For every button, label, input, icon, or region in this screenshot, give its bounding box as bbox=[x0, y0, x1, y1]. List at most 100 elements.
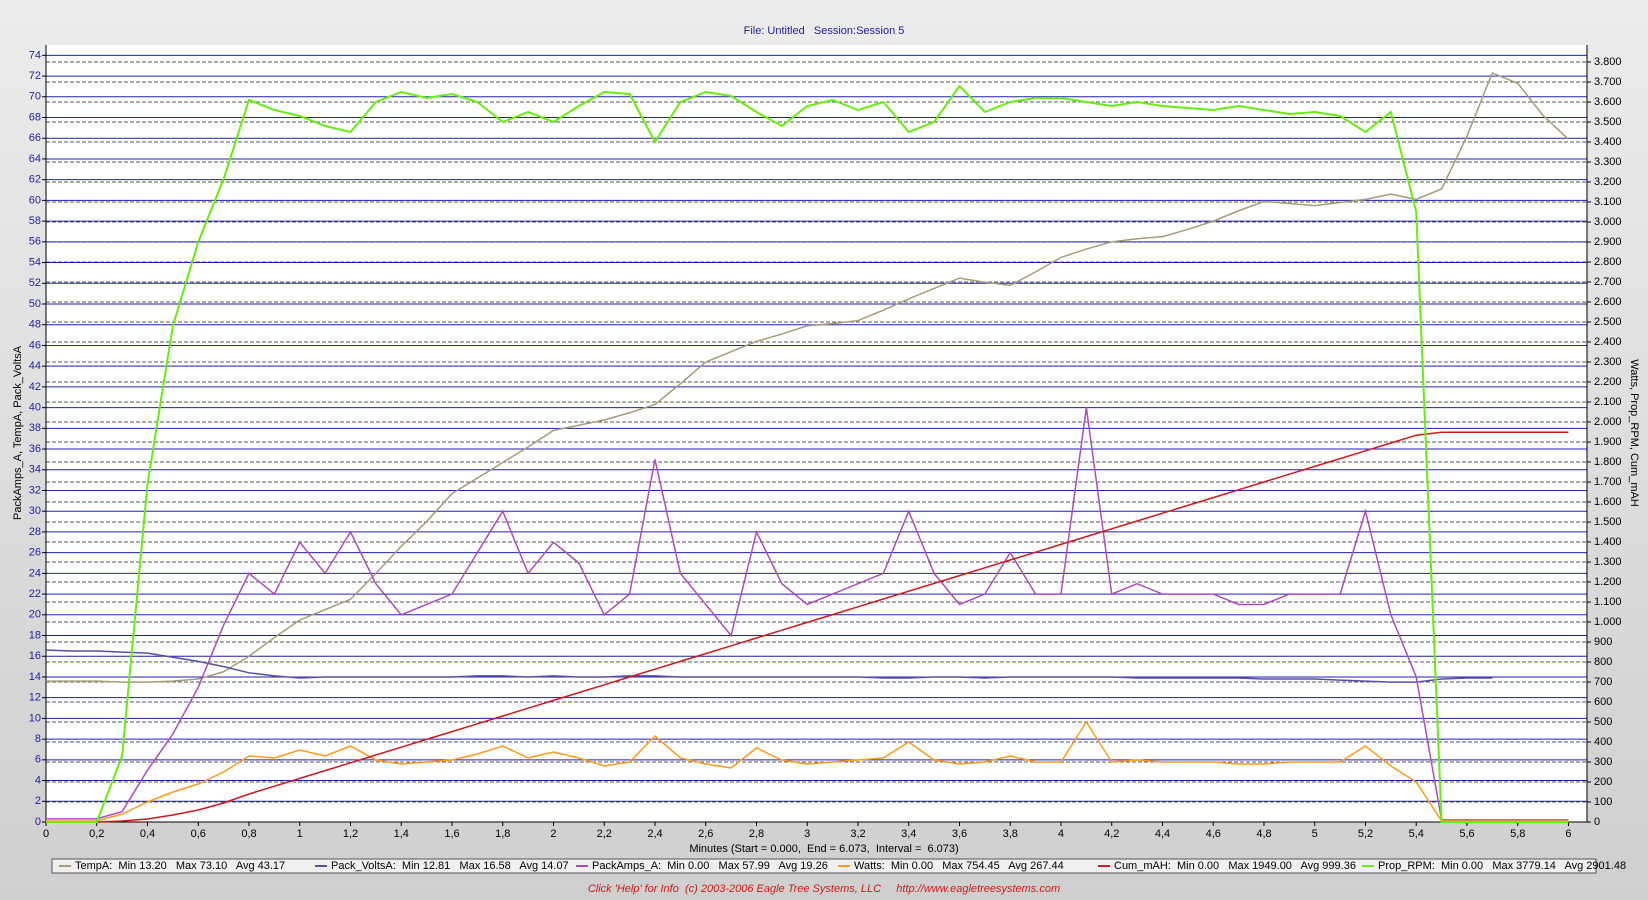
y-axis-label: PackAmps_A, TempA, Pack_VoltsA bbox=[12, 345, 24, 520]
y-tick-label: 18 bbox=[29, 629, 41, 641]
series-line bbox=[46, 84, 1569, 823]
y-tick-label: 20 bbox=[29, 609, 41, 621]
series-line bbox=[46, 71, 1569, 683]
y2-tick-label: 1.100 bbox=[1594, 596, 1622, 608]
y-tick-label: 56 bbox=[29, 236, 41, 248]
y-tick-label: 40 bbox=[29, 402, 41, 414]
x-tick-label: 2,8 bbox=[749, 828, 764, 840]
footer: Click 'Help' for Info (c) 2003-2006 Eagl… bbox=[588, 883, 1060, 895]
y2-tick-label: 1.200 bbox=[1594, 576, 1622, 588]
legend-name: PackAmps_A bbox=[592, 860, 659, 872]
x-tick-label: 1,8 bbox=[495, 828, 510, 840]
y-tick-label: 14 bbox=[29, 671, 41, 683]
y-tick-label: 58 bbox=[29, 215, 41, 227]
x-tick-label: 0,2 bbox=[89, 828, 104, 840]
x-tick-label: 3,2 bbox=[850, 828, 865, 840]
y2-tick-label: 3.500 bbox=[1594, 116, 1622, 128]
legend-name: Pack_VoltsA bbox=[331, 860, 393, 872]
x-tick-label: 6 bbox=[1565, 828, 1571, 840]
y2-tick-label: 1.400 bbox=[1594, 536, 1622, 548]
legend-entry: Pack_VoltsA: Min 12.81 Max 16.58 Avg 14.… bbox=[331, 860, 569, 872]
y-tick-label: 46 bbox=[29, 339, 41, 351]
legend-name: Cum_mAH bbox=[1114, 860, 1168, 872]
y2-tick-label: 800 bbox=[1594, 656, 1612, 668]
y2-tick-label: 100 bbox=[1594, 796, 1612, 808]
series-line bbox=[46, 720, 1569, 822]
y-tick-label: 50 bbox=[29, 298, 41, 310]
y2-tick-label: 3.600 bbox=[1594, 96, 1622, 108]
x-tick-label: 3 bbox=[804, 828, 810, 840]
legend-entry: PackAmps_A: Min 0.00 Max 57.99 Avg 19.26 bbox=[592, 860, 828, 872]
y-tick-label: 24 bbox=[29, 567, 41, 579]
y-tick-label: 28 bbox=[29, 526, 41, 538]
y-tick-label: 68 bbox=[29, 111, 41, 123]
y2-tick-label: 2.100 bbox=[1594, 396, 1622, 408]
y-tick-label: 30 bbox=[29, 505, 41, 517]
y-tick-label: 62 bbox=[29, 174, 41, 186]
y2-tick-label: 3.400 bbox=[1594, 136, 1622, 148]
y-tick-label: 64 bbox=[29, 153, 41, 165]
series-line bbox=[46, 431, 1569, 823]
x-tick-label: 4 bbox=[1058, 828, 1064, 840]
x-tick-label: 4,6 bbox=[1206, 828, 1221, 840]
y2-tick-label: 900 bbox=[1594, 636, 1612, 648]
legend-entry: TempA: Min 13.20 Max 73.10 Avg 43.17 bbox=[75, 860, 285, 872]
plot-area bbox=[46, 45, 1587, 822]
y-tick-label: 72 bbox=[29, 70, 41, 82]
y-tick-label: 10 bbox=[29, 712, 41, 724]
y2-tick-label: 1.000 bbox=[1594, 616, 1622, 628]
y2-tick-label: 3.000 bbox=[1594, 216, 1622, 228]
y-tick-label: 2 bbox=[35, 795, 41, 807]
y2-tick-label: 2.200 bbox=[1594, 376, 1622, 388]
y-tick-label: 44 bbox=[29, 360, 41, 372]
x-tick-label: 4,8 bbox=[1256, 828, 1271, 840]
y-tick-label: 36 bbox=[29, 443, 41, 455]
x-tick-label: 3,4 bbox=[901, 828, 916, 840]
legend-stats: : Min 12.81 Max 16.58 Avg 14.07 bbox=[393, 860, 569, 872]
legend-name: Prop_RPM bbox=[1378, 860, 1432, 872]
y2-tick-label: 3.800 bbox=[1594, 56, 1622, 68]
y2-tick-label: 3.200 bbox=[1594, 176, 1622, 188]
y-tick-label: 70 bbox=[29, 91, 41, 103]
legend-box bbox=[51, 858, 1597, 874]
y-tick-label: 38 bbox=[29, 422, 41, 434]
x-tick-label: 3,6 bbox=[952, 828, 967, 840]
y2-tick-label: 3.700 bbox=[1594, 76, 1622, 88]
series-line bbox=[45, 649, 1493, 683]
y2-tick-label: 1.500 bbox=[1594, 516, 1622, 528]
x-tick-label: 4,4 bbox=[1155, 828, 1170, 840]
legend-name: Watts bbox=[854, 860, 882, 872]
x-tick-label: 0 bbox=[43, 828, 49, 840]
legend-stats: : Min 0.00 Max 3779.14 Avg 2901.48 bbox=[1432, 860, 1626, 872]
y-tick-label: 12 bbox=[29, 692, 41, 704]
legend-stats: : Min 13.20 Max 73.10 Avg 43.17 bbox=[109, 860, 285, 872]
y2-tick-label: 200 bbox=[1594, 776, 1612, 788]
x-tick-label: 5 bbox=[1312, 828, 1318, 840]
x-tick-label: 2 bbox=[550, 828, 556, 840]
x-tick-label: 1,4 bbox=[394, 828, 409, 840]
y2-tick-label: 400 bbox=[1594, 736, 1612, 748]
legend-stats: : Min 0.00 Max 754.45 Avg 267.44 bbox=[882, 860, 1064, 872]
y2-tick-label: 2.600 bbox=[1594, 296, 1622, 308]
y2-tick-label: 0 bbox=[1594, 816, 1600, 828]
legend-stats: : Min 0.00 Max 57.99 Avg 19.26 bbox=[658, 860, 828, 872]
y-tick-label: 0 bbox=[35, 816, 41, 828]
legend-entry: Prop_RPM: Min 0.00 Max 3779.14 Avg 2901.… bbox=[1378, 860, 1626, 872]
y-tick-label: 16 bbox=[29, 650, 41, 662]
y2-tick-label: 1.800 bbox=[1594, 456, 1622, 468]
y2-tick-label: 1.300 bbox=[1594, 556, 1622, 568]
x-tick-label: 4,2 bbox=[1104, 828, 1119, 840]
y-tick-label: 6 bbox=[35, 754, 41, 766]
y-tick-label: 52 bbox=[29, 277, 41, 289]
y2-tick-label: 2.700 bbox=[1594, 276, 1622, 288]
y-tick-label: 48 bbox=[29, 319, 41, 331]
y2-tick-label: 1.900 bbox=[1594, 436, 1622, 448]
legend-entry: Cum_mAH: Min 0.00 Max 1949.00 Avg 999.36 bbox=[1114, 860, 1356, 872]
y-tick-label: 66 bbox=[29, 132, 41, 144]
series-line bbox=[46, 407, 1569, 821]
y-tick-label: 60 bbox=[29, 194, 41, 206]
y2-tick-label: 700 bbox=[1594, 676, 1612, 688]
x-axis-label: Minutes (Start = 0.000, End = 6.073, Int… bbox=[689, 843, 958, 855]
x-tick-label: 2,2 bbox=[597, 828, 612, 840]
x-tick-label: 0,4 bbox=[140, 828, 155, 840]
